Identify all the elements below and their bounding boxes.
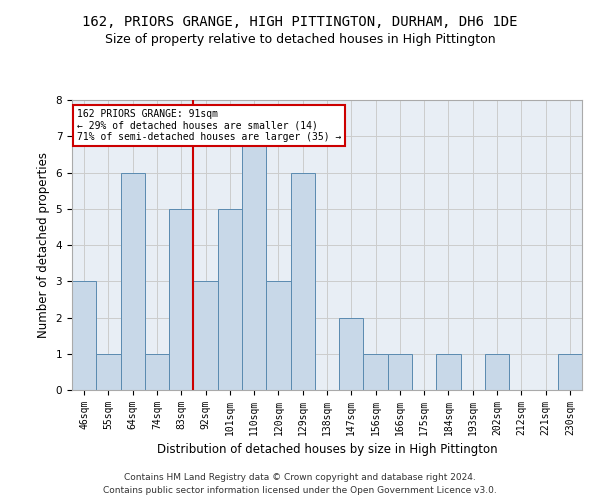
X-axis label: Distribution of detached houses by size in High Pittington: Distribution of detached houses by size … (157, 444, 497, 456)
Text: Size of property relative to detached houses in High Pittington: Size of property relative to detached ho… (104, 32, 496, 46)
Bar (96, 354, 121, 390)
Bar (218, 209, 242, 390)
Bar (193, 281, 218, 390)
Bar (558, 354, 582, 390)
Bar (485, 354, 509, 390)
Text: 162, PRIORS GRANGE, HIGH PITTINGTON, DURHAM, DH6 1DE: 162, PRIORS GRANGE, HIGH PITTINGTON, DUR… (82, 15, 518, 29)
Bar (72, 281, 96, 390)
Bar (364, 354, 388, 390)
Bar (290, 172, 315, 390)
Bar (121, 172, 145, 390)
Bar (266, 281, 290, 390)
Bar (169, 209, 193, 390)
Text: 162 PRIORS GRANGE: 91sqm
← 29% of detached houses are smaller (14)
71% of semi-d: 162 PRIORS GRANGE: 91sqm ← 29% of detach… (77, 108, 341, 142)
Bar (388, 354, 412, 390)
Bar (242, 136, 266, 390)
Bar (145, 354, 169, 390)
Bar (339, 318, 364, 390)
Bar (436, 354, 461, 390)
Text: Contains HM Land Registry data © Crown copyright and database right 2024.
Contai: Contains HM Land Registry data © Crown c… (103, 474, 497, 495)
Y-axis label: Number of detached properties: Number of detached properties (37, 152, 50, 338)
